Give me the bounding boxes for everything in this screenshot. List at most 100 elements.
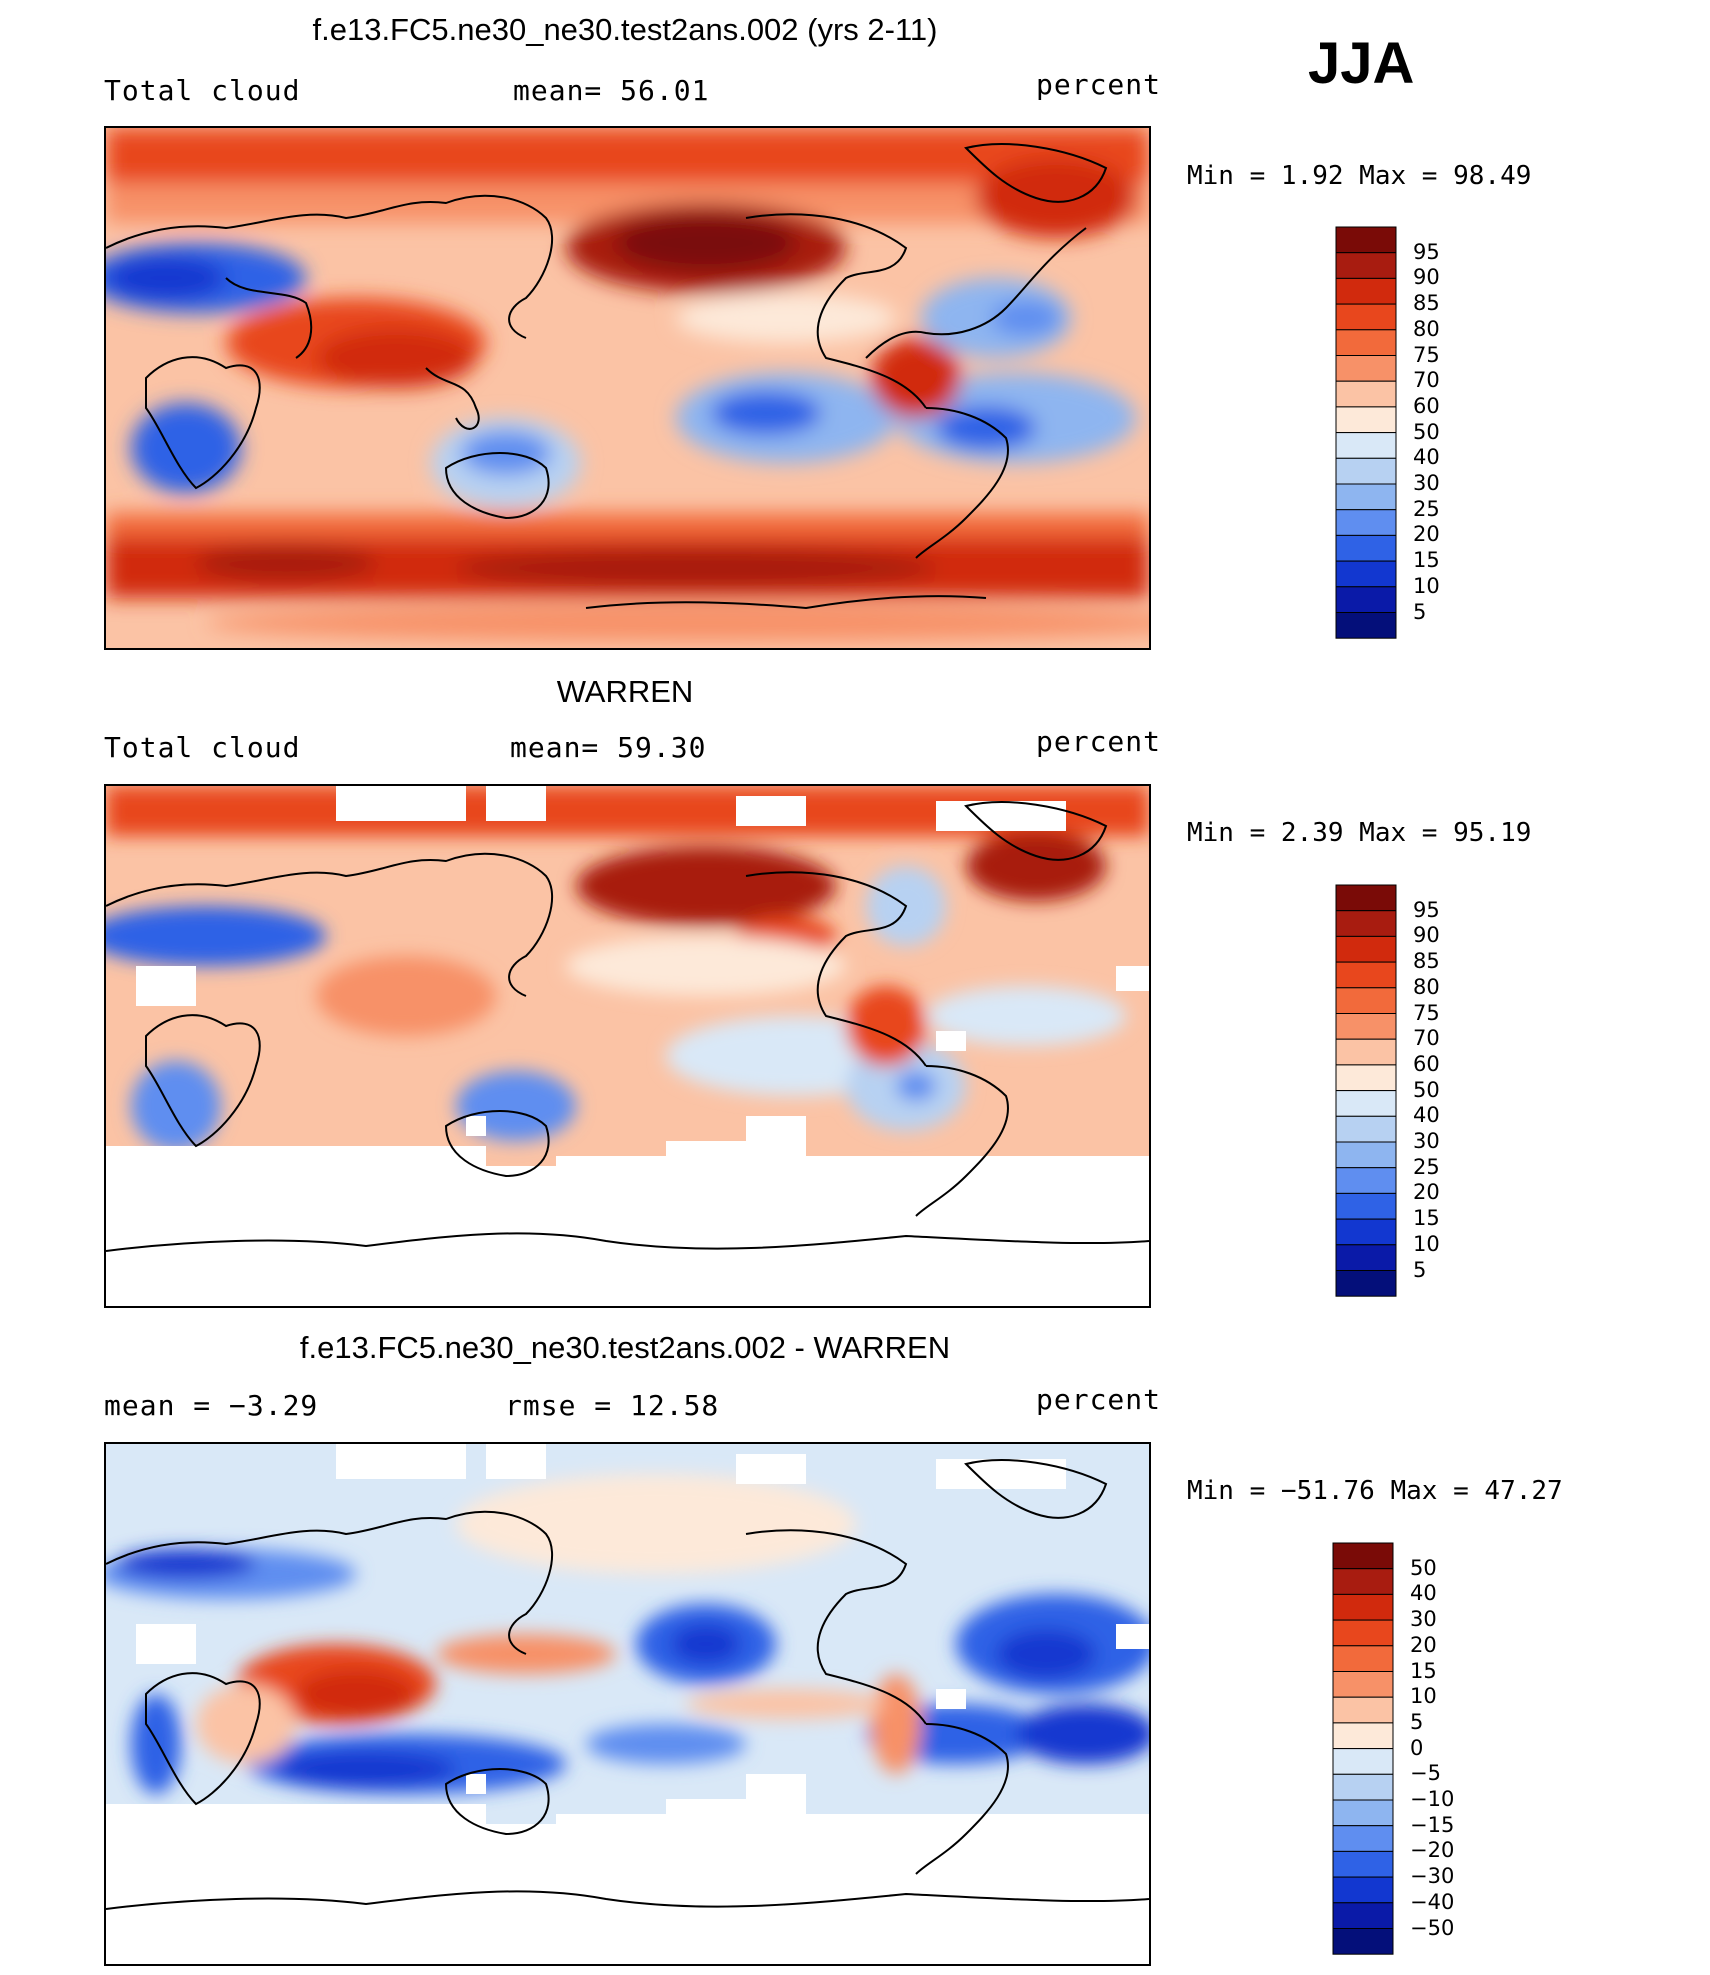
colorbar-swatch xyxy=(1332,1671,1394,1698)
colorbar-swatch xyxy=(1335,884,1397,912)
colorbar-swatch xyxy=(1335,406,1397,434)
colorbar-swatch xyxy=(1335,226,1397,254)
colorbar-tick-label: 60 xyxy=(1413,1051,1440,1076)
coastline-obs xyxy=(106,801,1149,1252)
colorbar-obs xyxy=(1335,884,1397,1301)
colorbar-swatch xyxy=(1335,1115,1397,1143)
units-label-diff: percent xyxy=(1036,1383,1162,1416)
colorbar-tick-label: 20 xyxy=(1413,522,1440,547)
colorbar-swatch xyxy=(1335,1013,1397,1040)
colorbar-swatch xyxy=(1335,1141,1397,1169)
panel-title-model: f.e13.FC5.ne30_ne30.test2ans.002 (yrs 2-… xyxy=(312,12,938,47)
colorbar-swatch xyxy=(1332,1722,1394,1750)
colorbar-tick-label: −20 xyxy=(1410,1838,1455,1863)
colorbar-tick-label: 40 xyxy=(1413,1103,1440,1128)
colorbar-tick-label: 70 xyxy=(1413,1026,1440,1051)
map-diff xyxy=(104,1442,1151,1966)
minmax-model: Min = 1.92 Max = 98.49 xyxy=(1187,161,1532,191)
colorbar-tick-label: 50 xyxy=(1413,1077,1440,1102)
colorbar-swatch xyxy=(1335,1270,1397,1297)
colorbar-tick-label: 30 xyxy=(1413,1129,1440,1153)
colorbar-swatch xyxy=(1335,457,1397,485)
colorbar-tick-label: 15 xyxy=(1413,1206,1440,1231)
colorbar-tick-label: −5 xyxy=(1410,1761,1441,1786)
mean-label-model: mean= 56.01 xyxy=(513,74,710,107)
colorbar-tick-label: 30 xyxy=(1410,1607,1437,1632)
colorbar-swatch xyxy=(1332,1825,1394,1852)
colorbar-swatch xyxy=(1335,252,1397,279)
colorbar-tick-label: 70 xyxy=(1413,368,1440,393)
colorbar-tick-label: 85 xyxy=(1413,291,1440,316)
map-obs-field xyxy=(106,786,1149,1306)
colorbar-diff xyxy=(1332,1542,1394,1959)
colorbar-tick-label: 20 xyxy=(1413,1180,1440,1205)
colorbar-swatch xyxy=(1335,380,1397,408)
colorbar-swatch xyxy=(1335,935,1397,963)
map-obs xyxy=(104,784,1151,1308)
colorbar-tick-label: 95 xyxy=(1413,897,1440,922)
variable-label-obs: Total cloud xyxy=(104,731,301,764)
colorbar-swatch xyxy=(1335,303,1397,331)
colorbar-swatch xyxy=(1332,1850,1394,1878)
units-label-obs: percent xyxy=(1036,725,1162,758)
colorbar-diff-swatches xyxy=(1332,1542,1394,1955)
diff-mean-label: mean = −3.29 xyxy=(104,1389,319,1422)
colorbar-swatch xyxy=(1332,1748,1394,1775)
colorbar-swatch xyxy=(1332,1799,1394,1827)
colorbar-swatch xyxy=(1332,1928,1394,1955)
colorbar-swatch xyxy=(1332,1902,1394,1929)
colorbar-swatch xyxy=(1335,1167,1397,1194)
colorbar-swatch xyxy=(1332,1696,1394,1724)
colorbar-swatch xyxy=(1335,1064,1397,1092)
colorbar-model xyxy=(1335,226,1397,643)
colorbar-tick-label: 25 xyxy=(1413,1154,1440,1179)
colorbar-tick-label: 5 xyxy=(1413,599,1427,624)
colorbar-tick-label: 40 xyxy=(1410,1581,1437,1606)
colorbar-tick-label: −40 xyxy=(1410,1889,1455,1914)
colorbar-tick-label: 80 xyxy=(1413,974,1440,999)
panel-title-obs: WARREN xyxy=(556,674,694,709)
mean-label-obs: mean= 59.30 xyxy=(510,731,707,764)
colorbar-swatch xyxy=(1335,1218,1397,1246)
colorbar-swatch xyxy=(1335,612,1397,639)
colorbar-swatch xyxy=(1332,1773,1394,1801)
colorbar-tick-label: 85 xyxy=(1413,949,1440,974)
colorbar-swatch xyxy=(1332,1568,1394,1595)
colorbar-swatch xyxy=(1332,1593,1394,1621)
colorbar-tick-label: −50 xyxy=(1410,1915,1455,1940)
map-model xyxy=(104,126,1151,650)
colorbar-swatch xyxy=(1332,1645,1394,1673)
colorbar-obs-swatches xyxy=(1335,884,1397,1297)
colorbar-swatch xyxy=(1335,432,1397,459)
colorbar-swatch xyxy=(1335,329,1397,357)
colorbar-swatch xyxy=(1335,910,1397,937)
colorbar-swatch xyxy=(1335,560,1397,588)
colorbar-tick-label: 15 xyxy=(1410,1658,1437,1683)
variable-label-model: Total cloud xyxy=(104,74,301,107)
map-model-field xyxy=(106,128,1149,648)
colorbar-tick-label: 90 xyxy=(1413,265,1440,290)
rmse-label: rmse = 12.58 xyxy=(505,1389,720,1422)
panel-title-diff: f.e13.FC5.ne30_ne30.test2ans.002 - WARRE… xyxy=(299,1330,951,1365)
colorbar-swatch xyxy=(1335,483,1397,511)
colorbar-swatch xyxy=(1335,509,1397,536)
coastline-diff xyxy=(106,1459,1149,1910)
colorbar-swatch xyxy=(1335,277,1397,305)
colorbar-tick-label: 60 xyxy=(1413,393,1440,418)
colorbar-tick-label: 0 xyxy=(1410,1735,1424,1760)
colorbar-tick-label: 25 xyxy=(1413,496,1440,521)
colorbar-model-swatches xyxy=(1335,226,1397,639)
colorbar-tick-label: 15 xyxy=(1413,548,1440,573)
colorbar-tick-label: −15 xyxy=(1410,1812,1455,1837)
colorbar-tick-label: 10 xyxy=(1413,573,1440,598)
colorbar-tick-label: 5 xyxy=(1410,1709,1424,1734)
colorbar-swatch xyxy=(1335,1090,1397,1117)
colorbar-tick-label: 80 xyxy=(1413,316,1440,341)
colorbar-swatch xyxy=(1332,1876,1394,1904)
colorbar-tick-label: 10 xyxy=(1413,1231,1440,1256)
colorbar-tick-label: 90 xyxy=(1413,923,1440,948)
colorbar-swatch xyxy=(1332,1619,1394,1647)
colorbar-tick-label: 50 xyxy=(1410,1555,1437,1580)
coastline-model xyxy=(106,143,1108,610)
colorbar-tick-label: 5 xyxy=(1413,1257,1427,1282)
